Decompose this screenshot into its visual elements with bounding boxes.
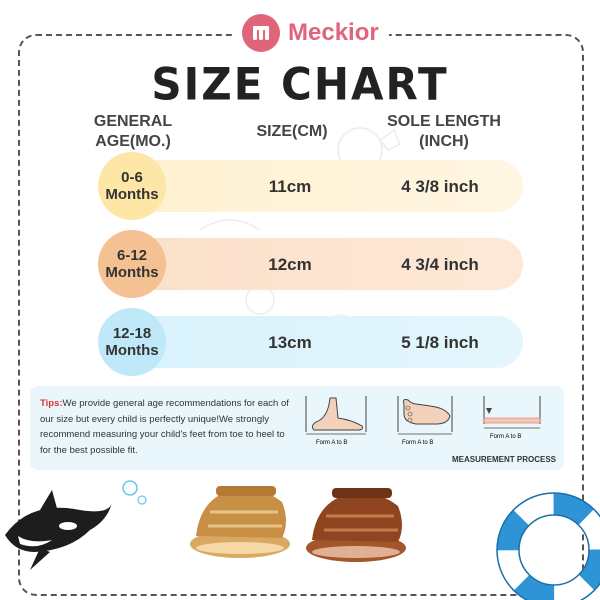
brand-logo-icon	[242, 14, 280, 52]
header-sole: SOLE LENGTH (INCH)	[387, 113, 501, 150]
page-title: SIZE CHART	[151, 58, 449, 111]
age-badge: 6-12 Months	[98, 230, 166, 298]
header-size: SIZE(CM)	[256, 123, 328, 140]
age-unit: Months	[105, 342, 159, 359]
header-age: GENERAL AGE(MO.)	[93, 113, 173, 150]
ruler-icon: Form A to B	[483, 396, 541, 440]
age-unit: Months	[105, 186, 159, 203]
form-label: Form A to B	[316, 440, 347, 446]
form-label: Form A to B	[490, 434, 521, 440]
age-range: 6-12	[116, 247, 148, 264]
measurement-caption: MEASUREMENT PROCESS	[451, 455, 556, 464]
life-ring-icon	[496, 492, 600, 600]
size-cell: 13cm	[268, 333, 312, 352]
brand-name: Meckior	[288, 19, 379, 46]
sole-cell: 4 3/4 inch	[401, 255, 479, 274]
size-cell: 11cm	[268, 177, 312, 196]
age-badge: 0-6 Months	[98, 152, 166, 220]
form-label: Form A to B	[402, 440, 433, 446]
brand-header: Meckior	[232, 10, 389, 56]
sole-cell: 5 1/8 inch	[401, 333, 479, 352]
foot-top-icon: Form A to B	[397, 396, 453, 446]
orca-icon	[5, 490, 112, 570]
row-band	[105, 316, 523, 368]
tips-box: Tips:We provide general age recommendati…	[30, 386, 564, 470]
row-band	[105, 238, 523, 290]
age-unit: Months	[105, 264, 159, 281]
sandal-brown-icon	[306, 488, 406, 562]
sandal-tan-icon	[190, 486, 290, 558]
tips-body: We provide general age recommendations f…	[40, 398, 289, 456]
age-range: 0-6	[121, 169, 143, 186]
tips-label: Tips:	[40, 398, 63, 409]
tips-text: Tips:We provide general age recommendati…	[40, 396, 292, 458]
age-range: 12-18	[112, 325, 152, 342]
foot-side-icon: Form A to B	[305, 396, 367, 446]
row-band	[105, 160, 523, 212]
size-cell: 12cm	[268, 255, 312, 274]
sole-cell: 4 3/8 inch	[401, 177, 479, 196]
bubble-icon	[122, 480, 147, 505]
age-badge: 12-18 Months	[98, 308, 166, 376]
